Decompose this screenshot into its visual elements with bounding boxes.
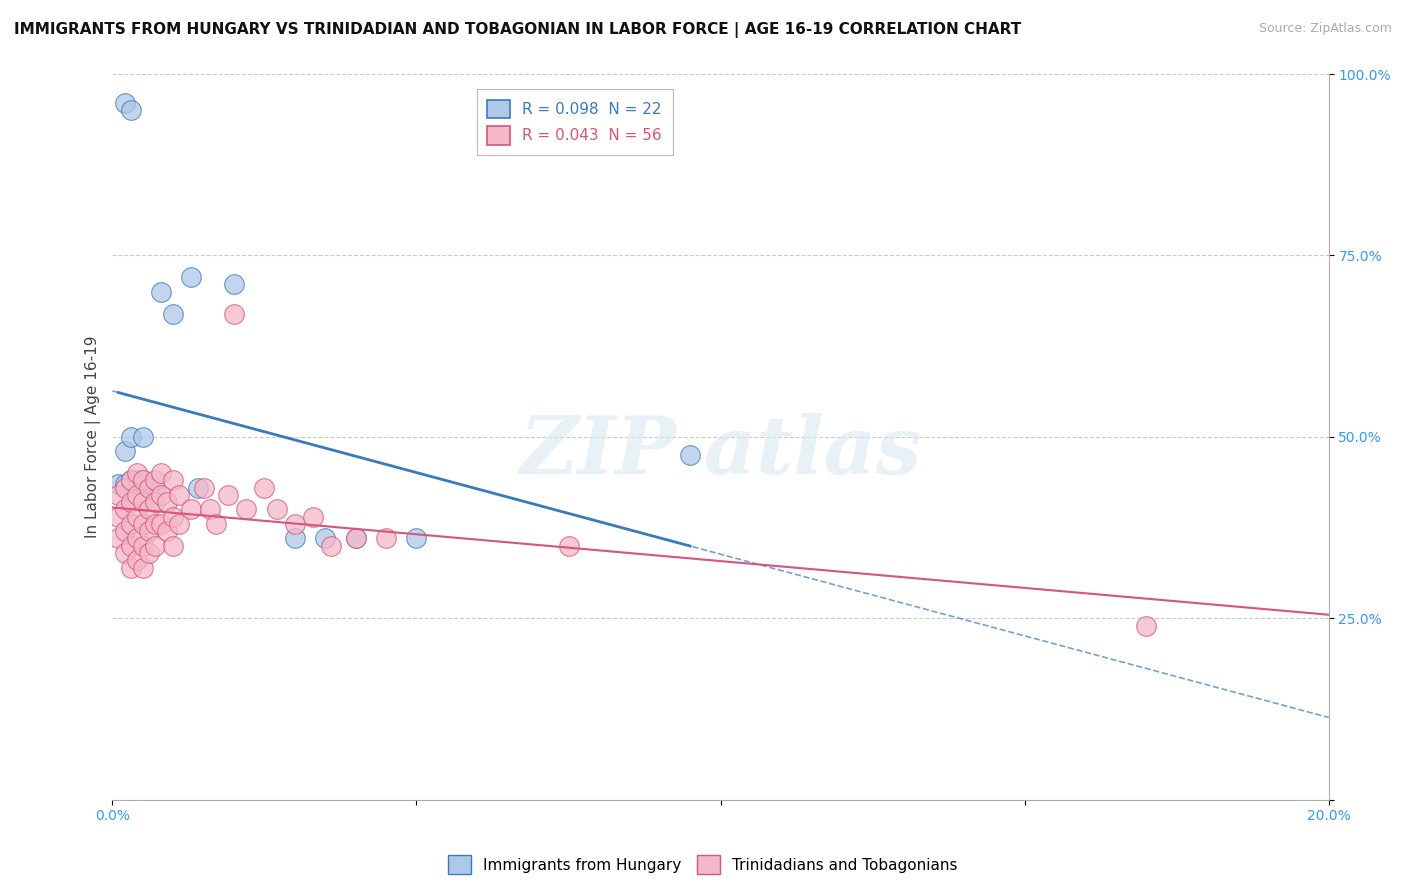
Legend: R = 0.098  N = 22, R = 0.043  N = 56: R = 0.098 N = 22, R = 0.043 N = 56 bbox=[477, 89, 672, 155]
Point bbox=[180, 502, 202, 516]
Point bbox=[125, 553, 148, 567]
Point bbox=[143, 474, 166, 488]
Point bbox=[143, 539, 166, 553]
Point bbox=[344, 532, 367, 546]
Point bbox=[120, 495, 142, 509]
Point bbox=[187, 481, 209, 495]
Point bbox=[138, 546, 160, 560]
Point bbox=[120, 474, 142, 488]
Point bbox=[132, 474, 155, 488]
Point bbox=[169, 488, 191, 502]
Point bbox=[138, 481, 160, 495]
Point bbox=[120, 430, 142, 444]
Point bbox=[143, 516, 166, 531]
Point bbox=[156, 495, 179, 509]
Point bbox=[150, 488, 173, 502]
Point bbox=[125, 509, 148, 524]
Point bbox=[120, 560, 142, 574]
Point bbox=[253, 481, 276, 495]
Point bbox=[114, 477, 136, 491]
Point bbox=[1135, 618, 1157, 632]
Point bbox=[204, 516, 226, 531]
Point bbox=[375, 532, 398, 546]
Point bbox=[125, 488, 148, 502]
Point bbox=[162, 539, 184, 553]
Point bbox=[132, 539, 155, 553]
Point bbox=[222, 306, 245, 320]
Point bbox=[107, 477, 129, 491]
Point bbox=[114, 96, 136, 111]
Point bbox=[557, 539, 579, 553]
Point bbox=[107, 488, 129, 502]
Point bbox=[405, 532, 427, 546]
Point bbox=[156, 524, 179, 539]
Point bbox=[143, 481, 166, 495]
Point bbox=[344, 532, 367, 546]
Point bbox=[132, 477, 155, 491]
Point bbox=[284, 516, 307, 531]
Point bbox=[120, 474, 142, 488]
Point bbox=[162, 306, 184, 320]
Point bbox=[302, 509, 325, 524]
Point bbox=[150, 466, 173, 480]
Point bbox=[198, 502, 221, 516]
Point bbox=[114, 502, 136, 516]
Point bbox=[114, 481, 136, 495]
Y-axis label: In Labor Force | Age 16-19: In Labor Force | Age 16-19 bbox=[86, 335, 101, 538]
Point bbox=[120, 516, 142, 531]
Point bbox=[138, 524, 160, 539]
Point bbox=[125, 474, 148, 488]
Point bbox=[217, 488, 239, 502]
Point bbox=[125, 466, 148, 480]
Point bbox=[162, 474, 184, 488]
Point bbox=[132, 560, 155, 574]
Point bbox=[321, 539, 343, 553]
Point bbox=[114, 444, 136, 458]
Point bbox=[114, 524, 136, 539]
Point bbox=[180, 270, 202, 285]
Point bbox=[266, 502, 288, 516]
Point bbox=[169, 516, 191, 531]
Point bbox=[114, 546, 136, 560]
Point bbox=[120, 103, 142, 118]
Text: ZIP atlas: ZIP atlas bbox=[519, 413, 922, 490]
Point bbox=[143, 495, 166, 509]
Point bbox=[120, 539, 142, 553]
Point bbox=[138, 502, 160, 516]
Point bbox=[162, 509, 184, 524]
Point bbox=[150, 285, 173, 299]
Point bbox=[679, 448, 702, 462]
Legend: Immigrants from Hungary, Trinidadians and Tobagonians: Immigrants from Hungary, Trinidadians an… bbox=[443, 849, 963, 880]
Point bbox=[132, 474, 155, 488]
Point bbox=[314, 532, 336, 546]
Point bbox=[150, 516, 173, 531]
Point bbox=[284, 532, 307, 546]
Text: Source: ZipAtlas.com: Source: ZipAtlas.com bbox=[1258, 22, 1392, 36]
Point bbox=[107, 532, 129, 546]
Text: IMMIGRANTS FROM HUNGARY VS TRINIDADIAN AND TOBAGONIAN IN LABOR FORCE | AGE 16-19: IMMIGRANTS FROM HUNGARY VS TRINIDADIAN A… bbox=[14, 22, 1021, 38]
Point bbox=[132, 516, 155, 531]
Point bbox=[125, 532, 148, 546]
Point bbox=[235, 502, 257, 516]
Point bbox=[132, 430, 155, 444]
Point bbox=[107, 509, 129, 524]
Point bbox=[222, 277, 245, 292]
Point bbox=[193, 481, 215, 495]
Point bbox=[132, 495, 155, 509]
